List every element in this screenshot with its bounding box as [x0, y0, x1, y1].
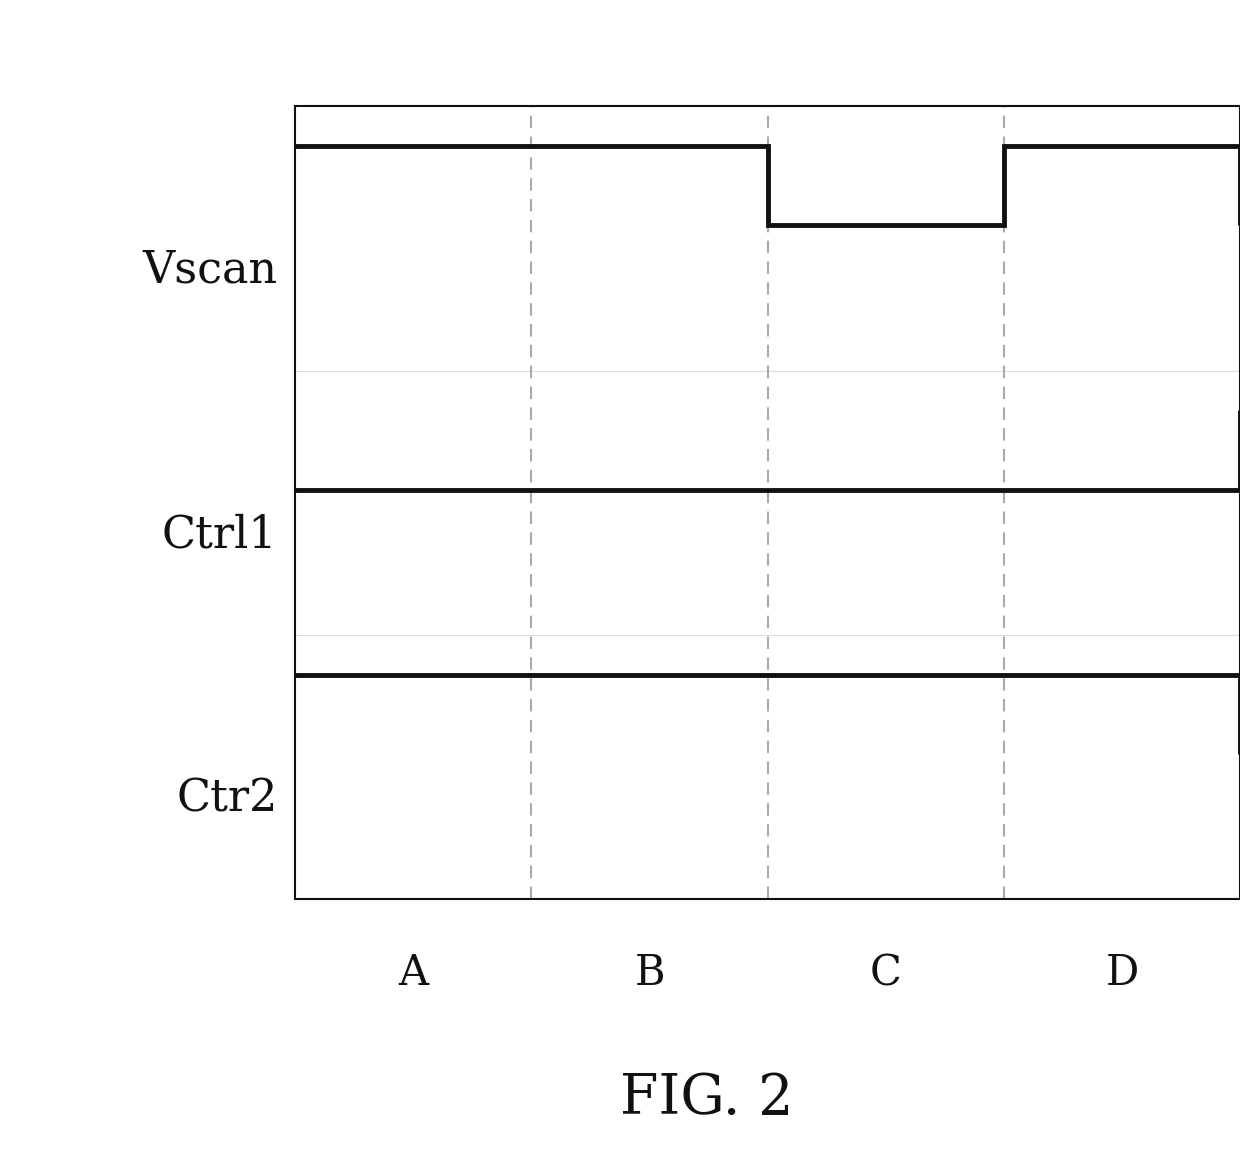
- Bar: [295, 106, 1240, 900]
- Text: Ctr2: Ctr2: [176, 778, 278, 821]
- Text: C: C: [869, 952, 901, 995]
- Text: D: D: [1105, 952, 1138, 995]
- Text: Vscan: Vscan: [143, 248, 278, 291]
- Text: FIG. 2: FIG. 2: [620, 1072, 794, 1126]
- Text: A: A: [398, 952, 428, 995]
- Text: B: B: [635, 952, 665, 995]
- Text: Ctrl1: Ctrl1: [162, 513, 278, 556]
